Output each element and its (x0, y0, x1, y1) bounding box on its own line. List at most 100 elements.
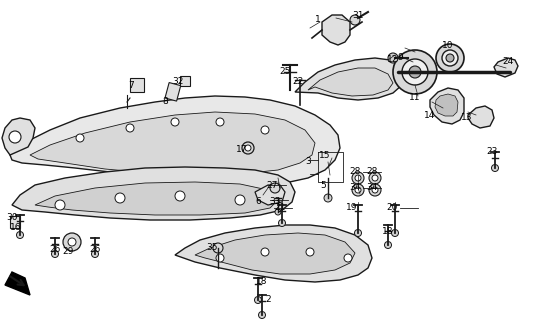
Bar (130, 78, 144, 92)
Circle shape (409, 66, 421, 78)
Bar (180, 76, 190, 86)
Circle shape (352, 184, 364, 196)
Bar (10, 216, 20, 228)
Circle shape (9, 131, 21, 143)
Text: 14: 14 (424, 110, 436, 119)
Circle shape (355, 175, 361, 181)
Circle shape (352, 172, 364, 184)
Polygon shape (430, 88, 464, 124)
Circle shape (369, 184, 381, 196)
Circle shape (63, 233, 81, 251)
Text: 33: 33 (269, 197, 281, 206)
Text: 8: 8 (162, 98, 168, 107)
Circle shape (279, 220, 286, 227)
Circle shape (258, 311, 265, 318)
Circle shape (491, 164, 498, 172)
Polygon shape (5, 272, 30, 295)
Polygon shape (295, 58, 405, 100)
Circle shape (270, 183, 280, 193)
Text: 9: 9 (397, 52, 403, 61)
Circle shape (255, 297, 262, 303)
Circle shape (216, 254, 224, 262)
Text: 25: 25 (279, 68, 290, 76)
Text: 23: 23 (486, 148, 498, 156)
Circle shape (242, 142, 254, 154)
Circle shape (275, 209, 281, 215)
Text: 28: 28 (366, 167, 378, 177)
Text: 18: 18 (382, 228, 394, 236)
Circle shape (355, 187, 361, 193)
Circle shape (393, 50, 437, 94)
Circle shape (76, 134, 84, 142)
Circle shape (16, 231, 23, 238)
Circle shape (324, 194, 332, 202)
Circle shape (216, 118, 224, 126)
Circle shape (442, 50, 458, 66)
Circle shape (55, 200, 65, 210)
Circle shape (446, 54, 454, 62)
Circle shape (213, 243, 223, 253)
Text: 28: 28 (349, 167, 361, 177)
Text: 10: 10 (442, 42, 454, 51)
Text: 30: 30 (6, 213, 18, 222)
Circle shape (355, 229, 362, 236)
Text: 32: 32 (172, 77, 184, 86)
Text: 5: 5 (320, 181, 326, 190)
Text: 18: 18 (256, 277, 268, 286)
Circle shape (369, 172, 381, 184)
Text: 35: 35 (206, 244, 218, 252)
Circle shape (261, 126, 269, 134)
Circle shape (436, 44, 464, 72)
Circle shape (175, 191, 185, 201)
Polygon shape (494, 58, 518, 77)
Polygon shape (468, 106, 494, 128)
Polygon shape (12, 167, 295, 220)
Polygon shape (10, 96, 340, 186)
Text: 21: 21 (274, 204, 286, 212)
Circle shape (126, 124, 134, 132)
Polygon shape (255, 185, 285, 205)
Text: 6: 6 (255, 197, 261, 206)
Text: 26: 26 (50, 245, 61, 254)
Circle shape (171, 118, 179, 126)
Text: 22: 22 (292, 77, 304, 86)
Text: 7: 7 (128, 82, 134, 91)
Circle shape (261, 248, 269, 256)
Circle shape (372, 175, 378, 181)
Circle shape (245, 145, 251, 151)
Circle shape (52, 251, 59, 258)
Polygon shape (435, 94, 458, 116)
Text: 15: 15 (319, 150, 331, 159)
Circle shape (392, 229, 399, 236)
Text: 26: 26 (89, 245, 101, 254)
Circle shape (68, 238, 76, 246)
Polygon shape (30, 112, 315, 175)
Text: 27: 27 (267, 180, 277, 189)
Text: 34: 34 (366, 183, 378, 193)
Text: 16: 16 (10, 223, 22, 233)
Polygon shape (175, 225, 372, 282)
Polygon shape (195, 233, 355, 274)
Circle shape (350, 15, 360, 25)
Polygon shape (2, 118, 35, 155)
Text: 19: 19 (346, 204, 358, 212)
Circle shape (372, 187, 378, 193)
Text: 1: 1 (315, 15, 321, 25)
Text: 31: 31 (353, 12, 364, 20)
Circle shape (388, 53, 398, 63)
Bar (165, 83, 181, 101)
Text: 20: 20 (386, 204, 398, 212)
Text: 29: 29 (63, 247, 73, 257)
Circle shape (235, 195, 245, 205)
Text: 12: 12 (387, 55, 399, 65)
Text: 13: 13 (461, 114, 473, 123)
Circle shape (402, 59, 428, 85)
Polygon shape (35, 182, 278, 215)
Text: 34: 34 (349, 183, 361, 193)
Polygon shape (308, 68, 393, 96)
Circle shape (385, 242, 392, 249)
Text: 24: 24 (502, 58, 514, 67)
Text: 3: 3 (305, 157, 311, 166)
Circle shape (344, 254, 352, 262)
Circle shape (306, 248, 314, 256)
